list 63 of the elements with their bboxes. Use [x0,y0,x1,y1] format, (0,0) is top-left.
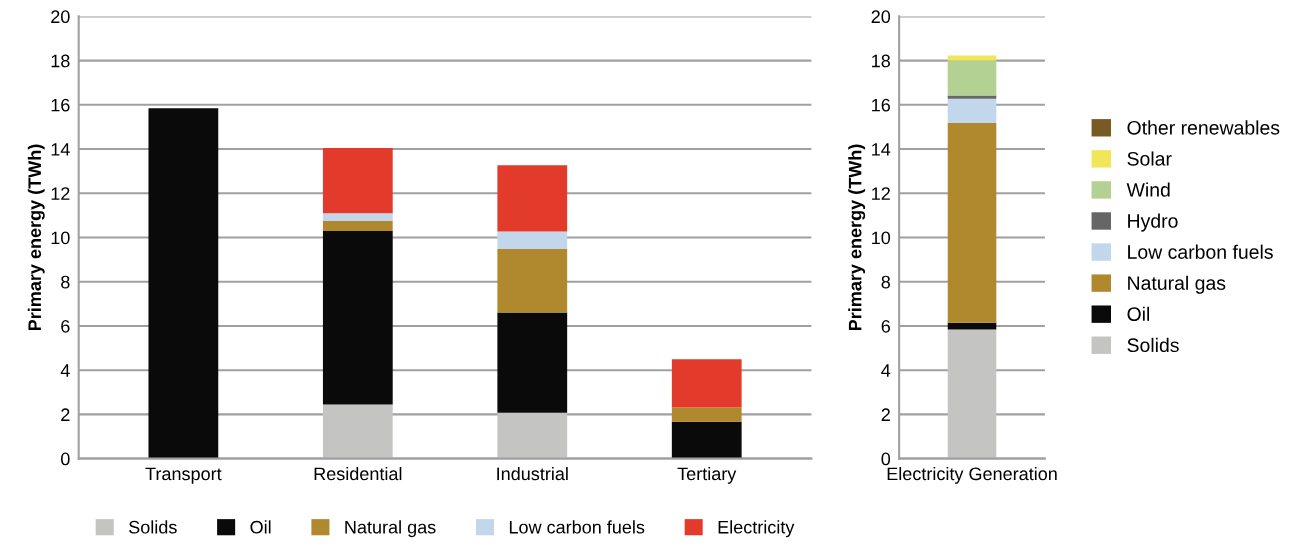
y-tick-label: 20 [871,10,891,24]
y-tick-label: 6 [881,319,890,333]
y-tick-label: 16 [51,98,70,112]
bar [947,98,997,123]
legend-label: Low carbon fuels [1128,244,1273,259]
y-tick-label: 18 [51,54,70,68]
y-axis-title: Primary energy (TWh) [27,144,45,331]
bar [671,421,742,459]
bar [322,147,393,214]
legend-label: Solids [1127,337,1179,353]
bar [947,322,997,330]
bar [497,412,568,459]
legend-label: Wind [1126,182,1170,197]
legend-label: Electricity [718,520,795,538]
legend-label: Low carbon fuels [509,520,645,534]
y-tick-label: 14 [872,143,891,156]
x-tick-label: Electricity Generation [887,466,1057,484]
bar [947,95,997,99]
y-tick-label: 10 [872,231,891,245]
legend-label: Solar [1127,151,1172,166]
bar [947,329,997,459]
legend-label: Natural gas [1128,275,1226,294]
x-tick-label: Transport [145,467,222,484]
y-tick-label: 20 [51,10,70,24]
y-tick-label: 0 [61,452,70,466]
x-tick-label: Industrial [497,466,568,481]
legend-label: Solids [129,520,177,534]
y-tick-label: 12 [872,187,890,200]
bar [947,122,997,323]
y-tick-label: 18 [872,54,891,68]
y-tick-label: 16 [872,98,891,112]
y-tick-label: 8 [881,275,891,289]
y-tick-label: 4 [881,364,891,377]
y-axis-title: Primary energy (TWh) [848,144,866,331]
legend-label: Natural gas [345,520,436,538]
y-tick-label: 14 [51,143,70,156]
y-tick-label: 12 [51,187,70,200]
bar [947,60,997,96]
y-tick-label: 10 [51,231,70,245]
legend-label: Oil [250,520,271,534]
bar [322,404,393,459]
legend-label: Oil [1127,306,1150,322]
bar [497,249,568,313]
y-tick-label: 2 [881,408,890,421]
y-tick-label: 0 [881,452,891,466]
legend-label: Other renewables [1127,120,1280,135]
bar [497,165,568,232]
bar [671,407,742,422]
bar [322,213,393,221]
y-tick-label: 8 [61,275,70,289]
bar [148,108,219,459]
x-tick-label: Tertiary [677,466,737,484]
x-tick-label: Residential [314,466,402,481]
bar [947,55,997,61]
bar [497,312,568,413]
bar [671,359,742,408]
y-tick-label: 4 [60,364,70,377]
legend-label: Hydro [1128,213,1178,232]
bar [322,220,393,231]
bar [322,230,393,405]
y-tick-label: 6 [61,319,70,333]
y-tick-label: 2 [61,408,70,421]
bar [497,231,568,250]
